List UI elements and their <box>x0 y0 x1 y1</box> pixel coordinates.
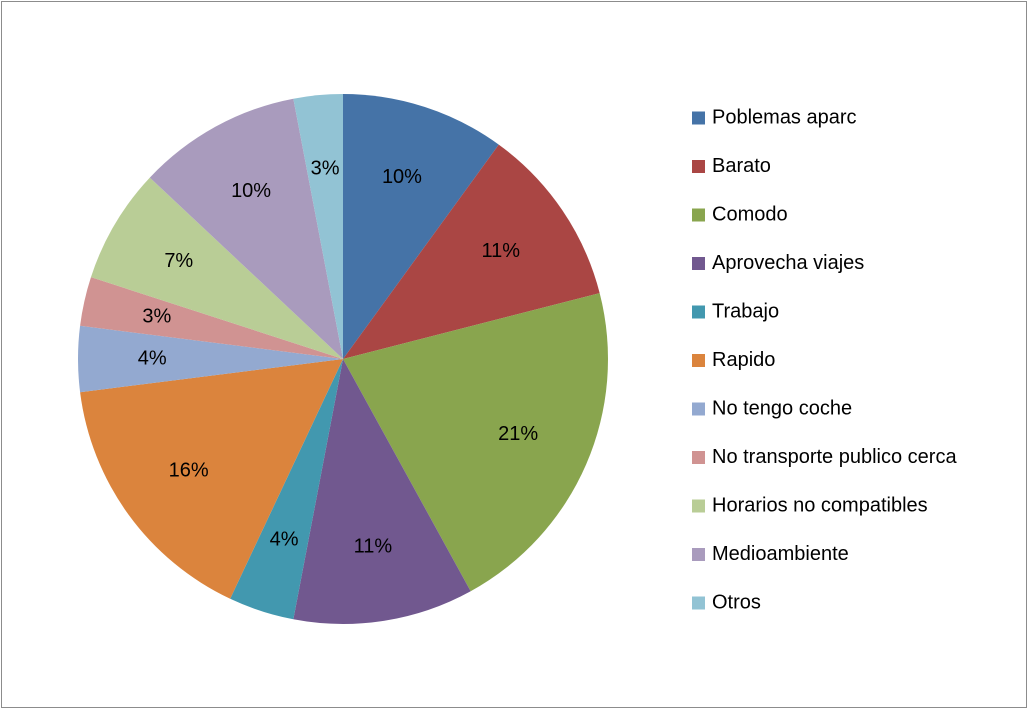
legend-label: Otros <box>712 591 761 613</box>
legend: Poblemas aparc Barato Comodo Aprovecha viaj… <box>692 106 957 613</box>
legend-swatch <box>692 305 705 319</box>
pie-slice-rapido <box>80 359 344 599</box>
legend-swatch <box>692 208 705 222</box>
legend-item-horarios-no-compatibles: Horarios no compatibles <box>692 494 928 516</box>
legend-item-comodo: Comodo <box>692 203 788 225</box>
legend-item-otros: Otros <box>692 591 761 613</box>
legend-item-poblemas-aparc: Poblemas aparc <box>692 106 857 128</box>
pie-slice-no-transporte-publico-cerca <box>80 277 344 359</box>
legend-item-barato: Barato <box>692 155 771 177</box>
legend-label: Comodo <box>712 203 788 225</box>
data-label-aprovecha-viajes: 11% <box>354 536 393 558</box>
data-label-otros: 3% <box>311 157 340 179</box>
data-label-rapido: 16% <box>169 459 209 481</box>
data-label-no-transporte-publico-cerca: 3% <box>142 306 171 328</box>
legend-item-rapido: Rapido <box>692 349 775 371</box>
legend-swatch <box>692 596 705 610</box>
legend-swatch <box>692 354 705 367</box>
pie-slice-poblemas-aparc <box>343 94 499 359</box>
pie-slice-no-tengo-coche <box>77 325 343 393</box>
legend-label: No tengo coche <box>712 397 852 419</box>
data-label-trabajo: 4% <box>270 529 299 551</box>
legend-swatch <box>692 499 705 513</box>
data-label-poblemas-aparc: 10% <box>382 166 422 188</box>
legend-item-aprovecha-viajes: Aprovecha viajes <box>692 252 864 274</box>
pie-slice-otros <box>293 94 343 359</box>
legend-item-no-transporte-publico-cerca: No transporte publico cerca <box>692 446 957 468</box>
legend-swatch <box>692 257 705 270</box>
legend-label: No transporte publico cerca <box>712 446 957 468</box>
legend-swatch <box>692 548 705 561</box>
pie-slice-trabajo <box>230 359 343 620</box>
legend-item-medioambiente: Medioambiente <box>692 543 849 565</box>
legend-item-no-tengo-coche: No tengo coche <box>692 397 852 419</box>
legend-label: Trabajo <box>712 300 779 322</box>
legend-label: Horarios no compatibles <box>712 494 928 516</box>
legend-label: Medioambiente <box>712 543 849 565</box>
pie-slice-horarios-no-compatibles <box>90 177 343 359</box>
data-label-barato: 11% <box>482 240 521 262</box>
legend-item-trabajo: Trabajo <box>692 300 779 322</box>
pie-slice-comodo <box>343 293 609 592</box>
legend-swatch <box>692 451 705 464</box>
data-label-comodo: 21% <box>498 423 538 445</box>
pie-data-labels: 10% 11% 21% 11% 4% 16% 4% 3% 7% 10% 3% <box>138 157 539 557</box>
pie-slice-medioambiente <box>149 98 343 359</box>
legend-swatch <box>692 402 705 416</box>
data-label-medioambiente: 10% <box>231 180 271 202</box>
data-label-no-tengo-coche: 4% <box>138 347 167 369</box>
legend-swatch <box>692 160 705 173</box>
legend-label: Barato <box>712 155 771 177</box>
pie-slice-barato <box>343 144 600 359</box>
data-label-horarios-no-compatibles: 7% <box>164 250 193 272</box>
pie-slice-aprovecha-viajes <box>293 359 471 624</box>
legend-label: Aprovecha viajes <box>712 252 864 274</box>
legend-label: Rapido <box>712 349 775 371</box>
legend-swatch <box>692 111 705 125</box>
pie-slices <box>77 94 609 624</box>
legend-label: Poblemas aparc <box>712 106 857 128</box>
